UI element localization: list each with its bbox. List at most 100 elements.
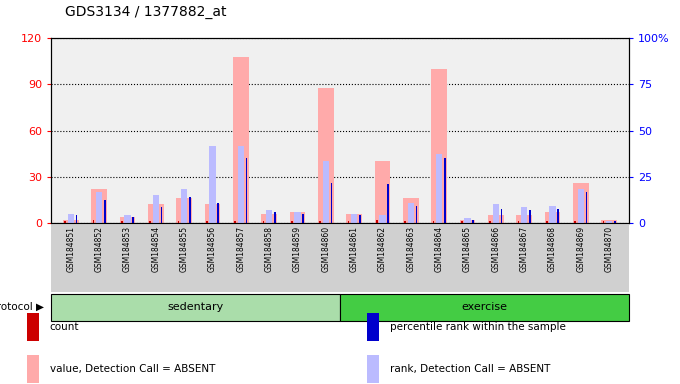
Bar bbox=[63, 220, 79, 223]
Bar bbox=[461, 221, 462, 223]
Text: GSM184861: GSM184861 bbox=[350, 226, 358, 272]
Bar bbox=[65, 221, 66, 223]
Bar bbox=[262, 221, 265, 223]
Bar bbox=[546, 221, 547, 223]
Bar bbox=[460, 220, 475, 223]
Text: sedentary: sedentary bbox=[167, 302, 224, 312]
Text: GSM184862: GSM184862 bbox=[378, 226, 387, 272]
Text: GSM184865: GSM184865 bbox=[463, 226, 472, 272]
Bar bbox=[521, 207, 527, 223]
Bar bbox=[490, 221, 491, 223]
Bar bbox=[346, 214, 362, 223]
Text: GSM184866: GSM184866 bbox=[492, 226, 500, 272]
Bar bbox=[68, 214, 74, 223]
Bar bbox=[436, 154, 442, 223]
Bar bbox=[330, 183, 333, 223]
Bar bbox=[104, 200, 105, 223]
Bar bbox=[473, 220, 474, 223]
Bar bbox=[148, 204, 164, 223]
Bar bbox=[238, 146, 244, 223]
Bar bbox=[614, 221, 615, 223]
Bar bbox=[403, 198, 419, 223]
Bar bbox=[320, 221, 321, 223]
Text: GSM184855: GSM184855 bbox=[180, 226, 188, 272]
Bar bbox=[408, 203, 414, 223]
Bar bbox=[500, 209, 503, 223]
Bar bbox=[176, 198, 192, 223]
Text: GSM184856: GSM184856 bbox=[208, 226, 217, 272]
Bar bbox=[233, 57, 249, 223]
Bar bbox=[27, 313, 39, 341]
Bar bbox=[601, 220, 617, 223]
Text: GSM184860: GSM184860 bbox=[322, 226, 330, 272]
Bar bbox=[303, 214, 304, 223]
Bar bbox=[464, 218, 471, 223]
Bar bbox=[376, 220, 377, 223]
Bar bbox=[181, 189, 187, 223]
Bar bbox=[294, 212, 301, 223]
Bar bbox=[367, 313, 379, 341]
Bar bbox=[432, 221, 435, 223]
Bar bbox=[27, 355, 39, 383]
Bar bbox=[488, 215, 504, 223]
Text: GSM184864: GSM184864 bbox=[435, 226, 443, 272]
Bar bbox=[602, 221, 605, 223]
Bar bbox=[359, 215, 360, 223]
Bar bbox=[351, 214, 357, 223]
Bar bbox=[205, 204, 220, 223]
Text: GSM184870: GSM184870 bbox=[605, 226, 613, 272]
Bar bbox=[209, 146, 216, 223]
Bar bbox=[189, 197, 190, 223]
Bar bbox=[274, 212, 275, 223]
Text: GSM184869: GSM184869 bbox=[577, 226, 585, 272]
Bar bbox=[218, 203, 219, 223]
Text: protocol ▶: protocol ▶ bbox=[0, 302, 44, 312]
Bar bbox=[558, 209, 559, 223]
Bar bbox=[379, 215, 386, 223]
Text: GSM184867: GSM184867 bbox=[520, 226, 528, 272]
Bar bbox=[431, 69, 447, 223]
Text: GSM184859: GSM184859 bbox=[293, 226, 302, 272]
Text: GSM184854: GSM184854 bbox=[152, 226, 160, 272]
Bar bbox=[578, 189, 584, 223]
Bar bbox=[367, 355, 379, 383]
Bar bbox=[347, 221, 350, 223]
Bar bbox=[177, 221, 180, 223]
Text: percentile rank within the sample: percentile rank within the sample bbox=[390, 323, 566, 333]
Bar bbox=[245, 158, 248, 223]
Bar bbox=[573, 183, 589, 223]
Bar bbox=[206, 221, 207, 223]
Bar bbox=[121, 221, 122, 223]
Bar bbox=[290, 212, 305, 223]
Bar bbox=[516, 215, 532, 223]
Bar bbox=[323, 161, 329, 223]
Bar bbox=[120, 217, 135, 223]
Text: GSM184853: GSM184853 bbox=[123, 226, 132, 272]
Bar bbox=[375, 161, 390, 223]
Bar bbox=[124, 215, 131, 223]
Bar bbox=[261, 214, 277, 223]
Bar bbox=[415, 206, 418, 223]
Text: value, Detection Call = ABSENT: value, Detection Call = ABSENT bbox=[50, 364, 215, 374]
Bar bbox=[493, 204, 499, 223]
Bar bbox=[405, 221, 406, 223]
Text: GSM184851: GSM184851 bbox=[67, 226, 75, 272]
Bar bbox=[133, 217, 134, 223]
Bar bbox=[318, 88, 334, 223]
Text: count: count bbox=[50, 323, 79, 333]
Bar bbox=[153, 195, 159, 223]
Bar bbox=[529, 210, 530, 223]
Bar bbox=[75, 215, 78, 223]
Text: exercise: exercise bbox=[462, 302, 507, 312]
Text: GSM184852: GSM184852 bbox=[95, 226, 103, 272]
Text: GDS3134 / 1377882_at: GDS3134 / 1377882_at bbox=[65, 5, 226, 19]
Bar bbox=[575, 221, 576, 223]
Bar bbox=[585, 192, 588, 223]
Bar bbox=[96, 192, 102, 223]
Bar bbox=[92, 220, 95, 223]
Bar bbox=[150, 221, 151, 223]
Bar bbox=[545, 212, 560, 223]
Bar bbox=[51, 294, 340, 321]
Bar bbox=[517, 221, 520, 223]
Text: GSM184868: GSM184868 bbox=[548, 226, 557, 272]
